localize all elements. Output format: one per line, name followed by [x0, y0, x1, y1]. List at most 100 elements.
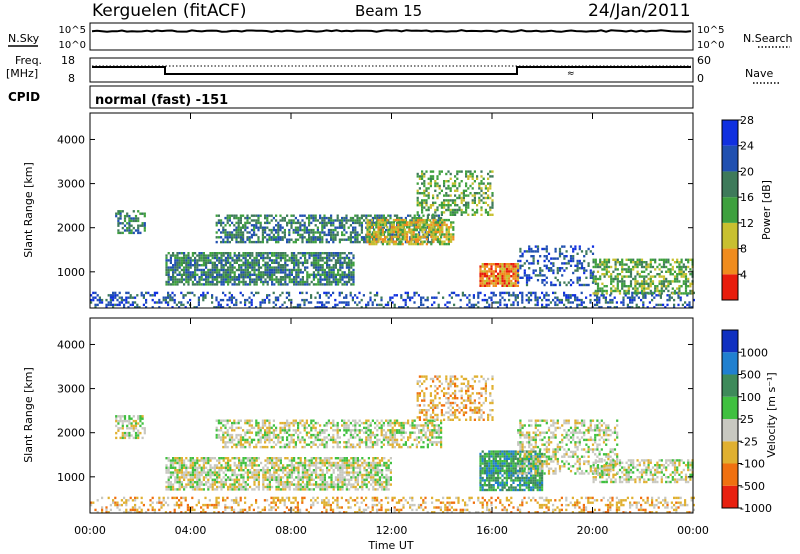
range-gate-cell: [376, 508, 379, 512]
range-gate-cell: [679, 501, 682, 504]
range-gate-cell: [469, 184, 472, 188]
range-gate-cell: [393, 508, 396, 512]
range-gate-cell: [128, 231, 131, 235]
range-gate-cell: [428, 218, 431, 222]
range-gate-cell: [343, 259, 346, 262]
range-gate-cell: [387, 221, 390, 225]
range-gate-cell: [239, 214, 242, 217]
range-gate-cell: [465, 194, 468, 197]
range-gate-cell: [173, 301, 176, 304]
range-gate-cell: [433, 214, 436, 217]
range-gate-cell: [222, 298, 225, 302]
range-gate-cell: [488, 263, 491, 266]
range-gate-cell: [215, 506, 218, 509]
range-gate-cell: [411, 503, 414, 507]
range-gate-cell: [565, 503, 568, 507]
range-gate-cell: [374, 221, 377, 225]
range-gate-cell: [209, 254, 212, 257]
range-gate-cell: [292, 221, 295, 225]
range-gate-cell: [153, 291, 156, 295]
range-gate-cell: [609, 306, 612, 309]
range-gate-cell: [238, 466, 241, 469]
range-gate-cell: [465, 204, 468, 207]
range-gate-cell: [541, 247, 544, 251]
range-gate-cell: [167, 503, 170, 507]
range-gate-cell: [347, 303, 350, 307]
range-gate-cell: [227, 268, 230, 272]
range-gate-cell: [635, 506, 638, 509]
range-gate-cell: [292, 231, 295, 234]
range-gate-cell: [139, 212, 142, 215]
range-gate-cell: [299, 306, 302, 309]
range-gate-cell: [647, 287, 650, 290]
range-gate-cell: [385, 228, 388, 232]
range-gate-cell: [516, 284, 519, 287]
range-gate-cell: [312, 273, 315, 276]
range-gate-cell: [358, 224, 361, 227]
range-gate-cell: [378, 461, 381, 465]
range-gate-cell: [379, 238, 382, 241]
range-gate-cell: [255, 261, 258, 264]
range-gate-cell: [326, 280, 329, 284]
range-gate-cell: [596, 265, 600, 269]
range-gate-cell: [352, 268, 355, 272]
range-gate-cell: [629, 511, 632, 514]
range-gate-cell: [447, 228, 450, 231]
range-gate-cell: [599, 263, 602, 266]
range-gate-cell: [471, 208, 474, 212]
range-gate-cell: [235, 303, 238, 307]
range-gate-cell: [277, 233, 280, 237]
range-gate-cell: [191, 457, 194, 460]
range-gate-cell: [616, 268, 619, 271]
range-gate-cell: [558, 247, 562, 251]
range-gate-cell: [114, 296, 117, 299]
range-gate-cell: [469, 172, 472, 176]
range-gate-cell: [167, 459, 170, 462]
range-gate-cell: [438, 187, 441, 190]
range-gate-cell: [449, 213, 452, 216]
range-gate-cell: [432, 213, 435, 216]
range-gate-cell: [478, 199, 481, 202]
range-gate-cell: [483, 275, 486, 278]
range-gate-cell: [125, 301, 128, 304]
range-gate-cell: [222, 231, 225, 234]
range-gate-cell: [352, 469, 355, 472]
range-gate-cell: [345, 296, 348, 299]
range-gate-cell: [255, 264, 258, 267]
range-gate-cell: [296, 306, 299, 309]
range-gate-cell: [244, 298, 247, 302]
range-gate-cell: [514, 267, 517, 271]
range-gate-cell: [130, 229, 133, 232]
range-gate-cell: [242, 231, 245, 234]
range-gate-cell: [187, 466, 190, 469]
range-gate-cell: [443, 201, 446, 204]
range-gate-cell: [536, 274, 540, 277]
range-gate-cell: [189, 266, 192, 269]
range-gate-cell: [145, 291, 148, 295]
range-gate-cell: [277, 457, 280, 460]
range-gate-cell: [369, 291, 372, 295]
range-gate-cell: [183, 461, 186, 465]
range-gate-cell: [420, 506, 423, 509]
range-gate-cell: [492, 284, 495, 287]
range-gate-cell: [288, 278, 291, 281]
range-gate-cell: [123, 511, 126, 514]
range-gate-cell: [268, 236, 271, 239]
range-gate-cell: [629, 258, 633, 261]
range-gate-cell: [352, 256, 355, 260]
range-gate-cell: [237, 231, 240, 234]
range-gate-cell: [440, 189, 443, 192]
range-gate-cell: [530, 250, 533, 253]
range-gate-cell: [194, 259, 197, 262]
range-gate-cell: [238, 459, 241, 462]
range-gate-cell: [156, 501, 159, 504]
range-gate-cell: [684, 292, 688, 295]
range-gate-cell: [107, 511, 110, 514]
range-gate-cell: [151, 501, 154, 504]
range-gate-cell: [446, 506, 449, 509]
range-gate-cell: [202, 259, 205, 262]
range-gate-cell: [183, 471, 186, 474]
range-gate-cell: [321, 464, 324, 467]
range-gate-cell: [339, 469, 342, 472]
range-gate-cell: [623, 275, 626, 278]
